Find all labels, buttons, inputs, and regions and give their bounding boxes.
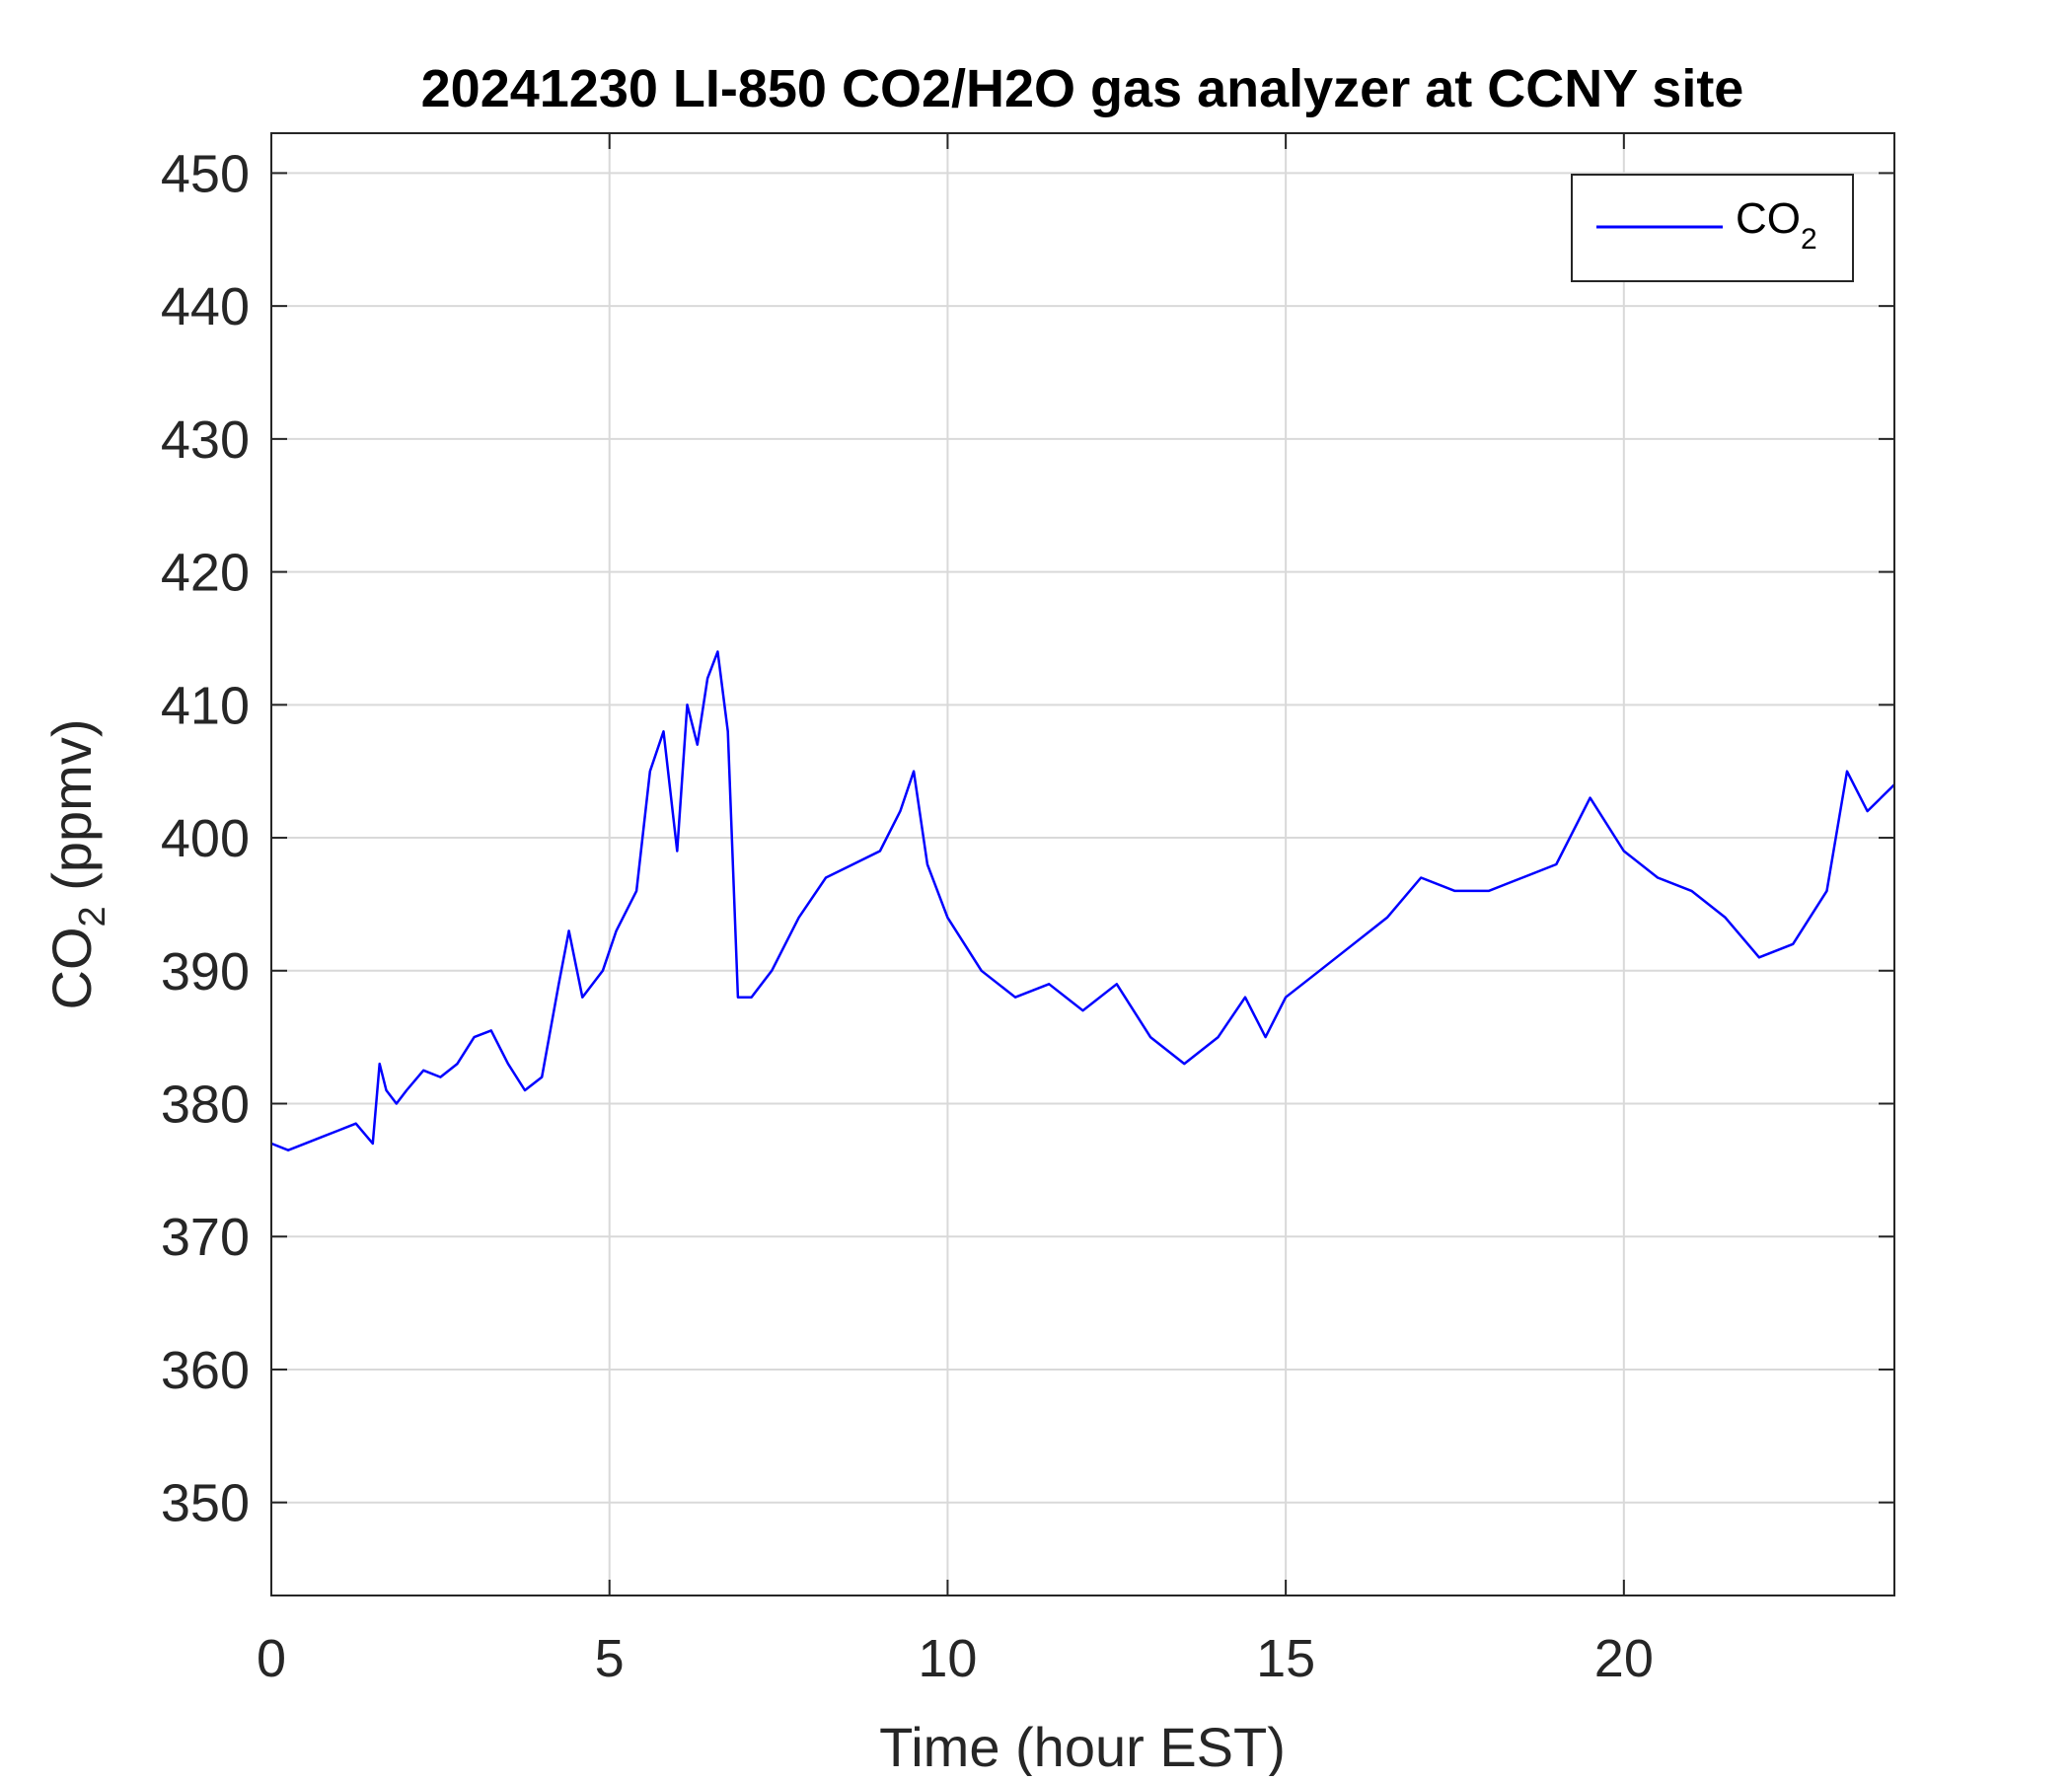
plot-area	[271, 133, 1894, 1595]
y-tick-label: 440	[161, 277, 250, 336]
y-grid-lines	[271, 172, 1894, 1504]
y-tick-label: 350	[161, 1474, 250, 1533]
y-tick-label: 390	[161, 942, 250, 1002]
co2-series-line	[270, 650, 1895, 1151]
x-tick-label: 5	[595, 1629, 625, 1688]
y-tick-label: 450	[161, 144, 250, 203]
legend-label-main: CO	[1736, 194, 1801, 243]
y-axis-label: CO2 (ppmv)	[40, 719, 113, 1010]
x-tick-label: 10	[918, 1629, 977, 1688]
y-axis-label-subscript: 2	[72, 906, 113, 927]
legend-label-co2: CO2	[1736, 194, 1817, 256]
y-tick-label: 370	[161, 1208, 250, 1267]
y-tick-label: 360	[161, 1341, 250, 1400]
y-tick-labels: 350 360 370 380 390 400 410 420 430 440 450	[161, 144, 250, 1532]
plot-frame	[270, 132, 1895, 1596]
x-tick-label: 15	[1256, 1629, 1315, 1688]
x-axis-ticks	[270, 133, 1625, 1595]
x-tick-labels: 0 5 10 15 20	[257, 1629, 1654, 1688]
y-axis-label-main: CO	[40, 927, 103, 1009]
y-axis-ticks	[271, 172, 1894, 1504]
legend-label-subscript: 2	[1801, 223, 1817, 256]
y-tick-label: 430	[161, 410, 250, 470]
y-tick-label: 420	[161, 544, 250, 603]
y-tick-label: 400	[161, 809, 250, 868]
y-axis-label-suffix: (ppmv)	[40, 719, 103, 907]
legend: CO2	[1571, 174, 1854, 282]
y-tick-label: 410	[161, 676, 250, 735]
x-tick-label: 0	[257, 1629, 286, 1688]
x-grid-lines	[608, 133, 1625, 1595]
x-axis-label: Time (hour EST)	[879, 1716, 1286, 1776]
y-tick-label: 380	[161, 1076, 250, 1135]
x-tick-label: 20	[1594, 1629, 1654, 1688]
chart-title: 20241230 LI-850 CO2/H2O gas analyzer at …	[421, 59, 1744, 118]
